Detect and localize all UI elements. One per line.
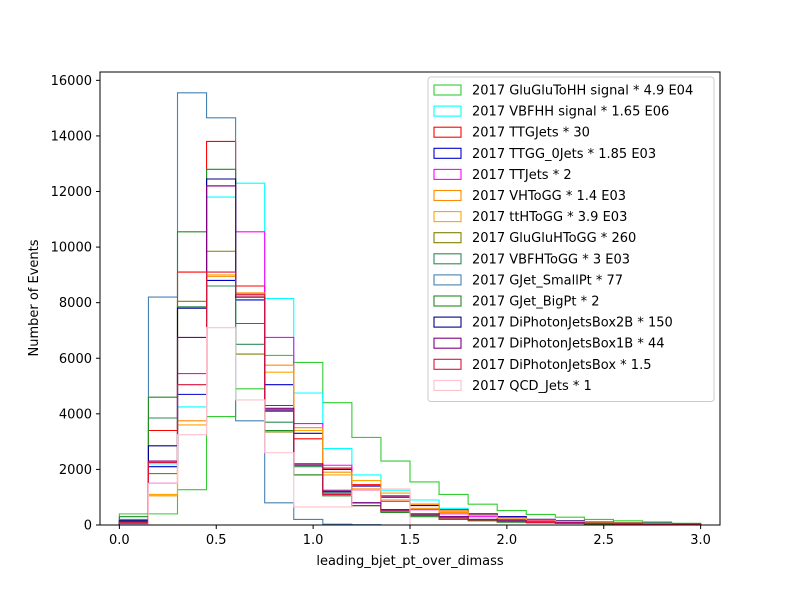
legend-swatch-14 bbox=[433, 379, 462, 391]
legend-swatch-3 bbox=[433, 147, 462, 159]
legend-entry-10: 2017 GJet_BigPt * 2 bbox=[472, 295, 599, 310]
legend-swatch-0 bbox=[433, 84, 462, 96]
legend-swatch-9 bbox=[433, 274, 462, 286]
legend-entry-4: 2017 TTJets * 2 bbox=[472, 168, 572, 183]
legend-swatch-12 bbox=[433, 337, 462, 349]
x-tick-label: 2.5 bbox=[593, 533, 614, 548]
y-tick-label: 16000 bbox=[51, 74, 92, 89]
y-tick-label: 10000 bbox=[51, 241, 92, 256]
legend-entry-1: 2017 VBFHH signal * 1.65 E06 bbox=[472, 105, 669, 120]
legend-entry-0: 2017 GluGluToHH signal * 4.9 E04 bbox=[472, 84, 693, 99]
x-tick-label: 0.5 bbox=[206, 533, 227, 548]
y-tick-label: 14000 bbox=[51, 129, 92, 144]
legend-swatch-2 bbox=[433, 126, 462, 138]
x-axis: 0.0 0.5 1.0 1.5 2.0 2.5 3.0 bbox=[109, 525, 711, 548]
legend-swatch-5 bbox=[433, 189, 462, 202]
x-tick-label: 2.0 bbox=[497, 533, 518, 548]
legend-entry-6: 2017 ttHToGG * 3.9 E03 bbox=[472, 210, 627, 225]
y-tick-label: 0 bbox=[84, 519, 92, 534]
x-tick-label: 3.0 bbox=[690, 533, 711, 548]
x-axis-label: leading_bjet_pt_over_dimass bbox=[316, 554, 503, 569]
y-axis: 0 2000 4000 6000 8000 10000 12000 14000 16000 bbox=[51, 74, 100, 534]
x-tick-label: 0.0 bbox=[109, 533, 130, 548]
legend-entry-9: 2017 GJet_SmallPt * 77 bbox=[472, 273, 623, 288]
legend-swatch-1 bbox=[433, 105, 462, 117]
y-tick-label: 12000 bbox=[51, 185, 92, 200]
legend-entry-12: 2017 DiPhotonJetsBox1B * 44 bbox=[472, 337, 665, 352]
legend-swatch-10 bbox=[433, 295, 462, 307]
legend-entry-8: 2017 VBFHToGG * 3 E03 bbox=[472, 252, 630, 267]
y-tick-label: 8000 bbox=[59, 296, 92, 311]
legend-entry-11: 2017 DiPhotonJetsBox2B * 150 bbox=[472, 316, 673, 331]
legend-swatch-8 bbox=[433, 253, 462, 265]
y-tick-label: 4000 bbox=[59, 407, 92, 422]
legend-swatch-7 bbox=[433, 232, 462, 244]
series-0-outline bbox=[118, 354, 702, 525]
x-tick-label: 1.5 bbox=[400, 533, 421, 548]
legend-swatch-6 bbox=[433, 211, 462, 223]
legend-entry-14: 2017 QCD_Jets * 1 bbox=[472, 379, 592, 394]
legend-box bbox=[427, 76, 715, 402]
y-tick-label: 2000 bbox=[59, 463, 92, 478]
legend-entry-13: 2017 DiPhotonJetsBox * 1.5 bbox=[472, 358, 651, 373]
y-tick-label: 6000 bbox=[59, 352, 92, 367]
y-axis-label: Number of Events bbox=[27, 239, 42, 356]
legend-swatch-13 bbox=[433, 358, 462, 370]
legend-swatch-4 bbox=[433, 168, 462, 180]
legend: 2017 GluGluToHH signal * 4.9 E04 2017 VBF… bbox=[427, 76, 715, 402]
series-layer bbox=[118, 92, 702, 526]
legend-entry-2: 2017 TTGJets * 30 bbox=[472, 126, 590, 141]
legend-entry-5: 2017 VHToGG * 1.4 E03 bbox=[472, 189, 626, 204]
legend-entry-3: 2017 TTGG_0Jets * 1.85 E03 bbox=[472, 147, 656, 162]
x-tick-label: 1.0 bbox=[303, 533, 324, 548]
legend-entry-7: 2017 GluGluHToGG * 260 bbox=[472, 231, 636, 246]
legend-swatch-11 bbox=[433, 316, 462, 328]
